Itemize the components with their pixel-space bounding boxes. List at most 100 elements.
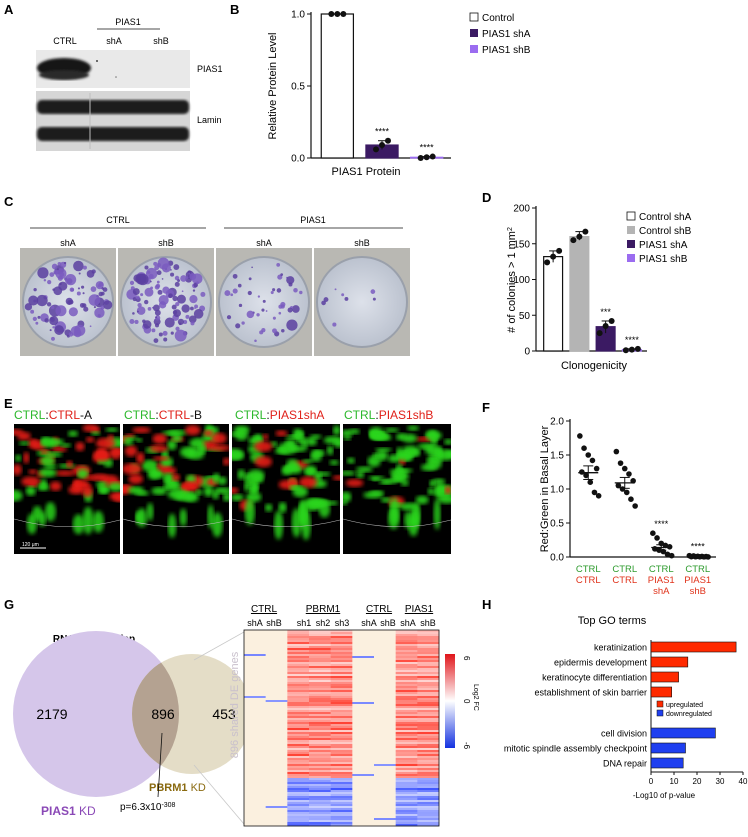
tissue-cell xyxy=(82,506,94,535)
tissue-cell xyxy=(203,485,214,497)
tissue-label-part: PIAS1shB xyxy=(379,408,434,422)
heatmap-cell xyxy=(395,766,418,769)
heatmap-cell xyxy=(352,634,375,637)
tissue-cell xyxy=(432,478,446,486)
tissue-cell xyxy=(286,458,299,471)
heatmap-cell xyxy=(352,822,375,825)
data-point xyxy=(334,11,341,17)
tissue-cell xyxy=(77,468,89,479)
heatmap-cell xyxy=(309,638,331,641)
heatmap-cell xyxy=(309,776,331,779)
heatmap-cell xyxy=(265,778,288,781)
heatmap-cell xyxy=(309,820,331,823)
heatmap-cell xyxy=(352,736,375,739)
heatmap-cell xyxy=(395,756,418,759)
heatmap-cell xyxy=(244,694,266,697)
heatmap-cell xyxy=(244,782,266,785)
heatmap-cell xyxy=(374,732,396,735)
heatmap-cell xyxy=(395,810,418,813)
tissue-cell xyxy=(38,468,57,478)
heatmap-cell xyxy=(309,798,331,801)
heatmap-cell xyxy=(417,814,440,817)
colony xyxy=(52,326,55,329)
heatmap-cell xyxy=(244,812,266,815)
heatmap-cell xyxy=(374,796,396,799)
heatmap-cell xyxy=(374,724,396,727)
x-tick-label: 40 xyxy=(739,777,748,786)
heatmap-cell xyxy=(287,674,310,677)
heatmap-cell xyxy=(395,686,418,689)
heatmap-cell xyxy=(395,704,418,707)
colony xyxy=(334,288,337,291)
data-point xyxy=(705,554,711,560)
heatmap-cell xyxy=(395,680,418,683)
heatmap-cell xyxy=(395,720,418,723)
heatmap-cell xyxy=(374,706,396,709)
panel-e: E CTRL:CTRL-A CTRL:CTRL-B CTRL:PIAS1shA CTR… xyxy=(4,396,451,554)
heatmap-cell xyxy=(395,820,418,823)
legend-swatch-pias1-sha xyxy=(470,29,478,37)
heatmap-cell xyxy=(395,732,418,735)
heatmap-cell xyxy=(352,786,375,789)
heatmap-cell xyxy=(374,692,396,695)
heatmap-cell xyxy=(374,640,396,643)
heatmap-cell xyxy=(374,738,396,741)
panel-g: G RNA-seq Overlap 2179 896 453 PIAS1 KD … xyxy=(4,597,479,827)
heatmap-cell xyxy=(287,764,310,767)
heatmap-cell xyxy=(287,770,310,773)
heatmap-cell xyxy=(287,800,310,803)
heatmap-cell xyxy=(395,702,418,705)
heatmap-cell xyxy=(309,804,331,807)
heatmap-cell xyxy=(265,816,288,819)
tissue-cell xyxy=(309,434,322,440)
heatmap-cell xyxy=(374,680,396,683)
heatmap-cell xyxy=(395,718,418,721)
heatmap-cell xyxy=(244,646,266,649)
tissue-cell xyxy=(136,508,148,528)
tissue-cell xyxy=(304,468,316,475)
heatmap-cell xyxy=(352,648,375,651)
colony xyxy=(151,328,156,333)
data-point xyxy=(576,233,583,240)
heatmap-cell xyxy=(395,778,418,781)
legend-label-up: upregulated xyxy=(666,702,703,709)
data-point xyxy=(570,237,577,244)
colony xyxy=(58,281,68,291)
heatmap-cell xyxy=(244,658,266,661)
heatmap-cell xyxy=(287,732,310,735)
heatmap-cell xyxy=(287,788,310,791)
heatmap-cell xyxy=(417,706,440,709)
heatmap-cell xyxy=(417,778,440,781)
heatmap-cell xyxy=(309,740,331,743)
heatmap-cell xyxy=(244,692,266,695)
tissue-cell xyxy=(355,466,373,473)
colony xyxy=(256,313,260,317)
plate-label-3: shA xyxy=(256,238,272,248)
heatmap-cell xyxy=(352,808,375,811)
tissue-cell xyxy=(123,463,142,475)
tissue-cell xyxy=(444,438,451,445)
panel-label-b: B xyxy=(230,2,239,17)
venn-count-pbrm1-only: 453 xyxy=(212,706,236,722)
blot-image-pias1 xyxy=(36,50,190,88)
heatmap-cell xyxy=(265,660,288,663)
tissue-cell xyxy=(184,491,199,503)
colony xyxy=(287,307,293,313)
legend-label-control-shb: Control shB xyxy=(639,226,692,237)
heatmap-cell xyxy=(265,644,288,647)
heatmap-cell xyxy=(265,634,288,637)
heatmap-cell xyxy=(417,750,440,753)
heatmap-cell xyxy=(244,772,266,775)
colony xyxy=(158,301,167,309)
heatmap-cell xyxy=(395,646,418,649)
heatmap-cell xyxy=(395,764,418,767)
heatmap-cell xyxy=(287,682,310,685)
heatmap-cell xyxy=(330,694,353,697)
colony xyxy=(136,310,139,313)
heatmap-cell xyxy=(417,794,440,797)
heatmap-cell xyxy=(417,634,440,637)
tissue-cell xyxy=(415,495,429,505)
heatmap-cell xyxy=(287,740,310,743)
heatmap-cell xyxy=(374,740,396,743)
heatmap-cell xyxy=(330,662,353,665)
